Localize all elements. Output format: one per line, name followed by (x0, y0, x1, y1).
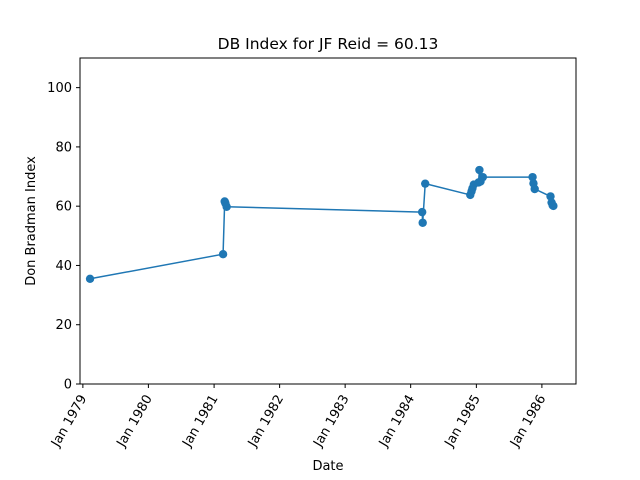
data-point (85, 274, 95, 283)
y-tick-label: 60 (55, 200, 72, 215)
series-polyline (89, 169, 554, 280)
data-point (418, 218, 427, 227)
series-line (85, 165, 558, 283)
x-tick-label: Jan 1982 (245, 393, 287, 451)
plot-frame (79, 57, 577, 385)
y-tick-label: 40 (55, 259, 72, 274)
data-point (222, 202, 231, 211)
data-point (549, 201, 558, 211)
x-tick-label: Jan 1986 (507, 393, 549, 451)
x-tick-label: Jan 1980 (114, 393, 156, 451)
data-point (530, 184, 539, 194)
data-point (218, 249, 228, 259)
y-axis-label: Don Bradman Index (24, 156, 39, 286)
y-tick-label: 0 (64, 378, 72, 393)
x-axis-label: Date (312, 459, 343, 474)
y-tick-label: 20 (55, 318, 72, 333)
axes: 0 20 40 60 80 100 Jan 1979 Jan 1980 Jan 1981 Jan … (47, 57, 577, 451)
y-tick-label: 80 (55, 140, 72, 155)
chart-title: DB Index for JF Reid = 60.13 (218, 35, 439, 53)
data-point (546, 192, 555, 201)
x-tick-label: Jan 1981 (179, 393, 221, 451)
x-tick-label: Jan 1983 (310, 393, 352, 451)
data-point (478, 172, 488, 182)
x-tick-label: Jan 1984 (376, 393, 418, 451)
x-tick-label: Jan 1985 (442, 392, 484, 450)
data-point (421, 179, 430, 188)
data-point (475, 165, 484, 175)
y-tick-label: 100 (47, 81, 72, 96)
data-point (417, 207, 427, 217)
data-point (528, 172, 537, 182)
x-tick-label: Jan 1979 (48, 393, 90, 451)
